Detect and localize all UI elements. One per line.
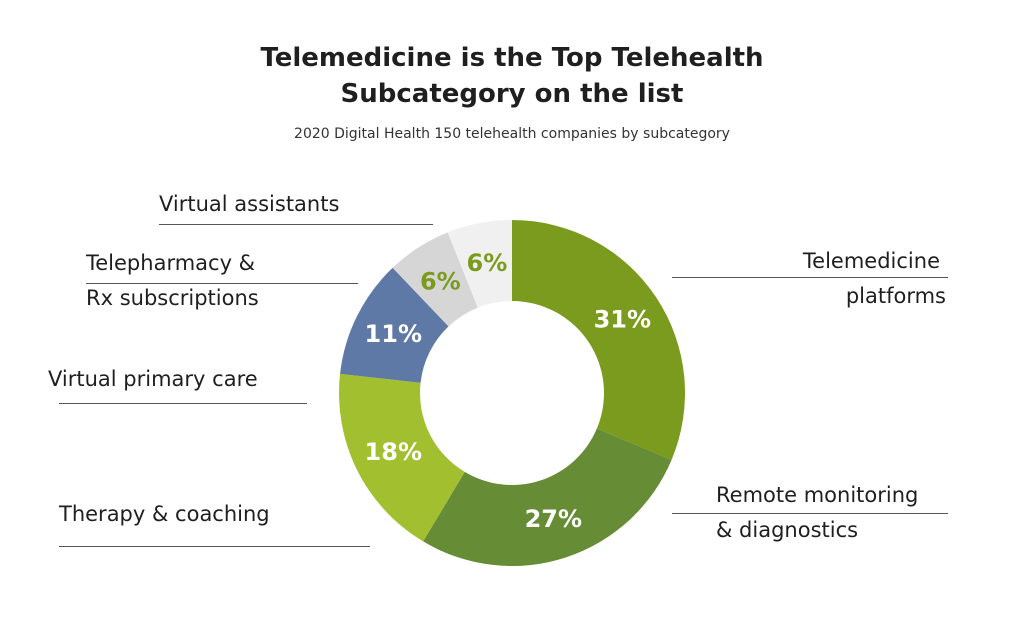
donut-value-labels: 31% 27% 18% 11% 6%6% — [365, 249, 651, 533]
label-therapy-coaching: Therapy & coaching — [59, 502, 270, 526]
leader-line-primary-care — [59, 403, 307, 404]
label-telepharmacy-line-2: Rx subscriptions — [86, 286, 259, 310]
label-telepharmacy-line-1: Telepharmacy & — [86, 251, 256, 275]
label-telemedicine-platforms: Telemedicine platforms — [690, 244, 946, 314]
label-telemedicine-line-2: platforms — [845, 284, 946, 308]
leader-line-telepharmacy — [86, 283, 358, 284]
label-virtual-assistants: Virtual assistants — [159, 192, 340, 216]
leader-line-remote-monitoring — [672, 513, 948, 514]
slice-value-label-2: 27% — [525, 505, 582, 533]
donut-slice-telemedicine-platforms — [512, 220, 685, 460]
chart-title-line-2: Subcategory on the list — [340, 79, 684, 109]
label-telemedicine-line-1: Telemedicine — [802, 249, 940, 273]
slice-value-label-1: 31% — [594, 306, 651, 334]
slice-value-label-6: 6% — [467, 249, 508, 277]
chart-subtitle: 2020 Digital Health 150 telehealth compa… — [294, 126, 730, 142]
donut-slice-telepharmacy-rx-subscriptions — [392, 232, 478, 327]
label-remote-monitoring: Remote monitoring & diagnostics — [716, 478, 918, 548]
slice-value-label-4: 11% — [365, 320, 422, 348]
chart-title: Telemedicine is the Top Telehealth Subca… — [212, 40, 812, 112]
leader-line-telemedicine — [672, 277, 948, 278]
label-remote-line-1: Remote monitoring — [716, 483, 919, 507]
slice-value-label-5: 6% — [420, 268, 461, 296]
donut-slices — [338, 220, 685, 567]
donut-slice-remote-monitoring-diagnostics — [423, 428, 672, 567]
leader-line-assistants — [159, 224, 433, 225]
donut-slice-virtual-primary-care — [340, 267, 449, 383]
donut-slice-virtual-assistants — [447, 220, 512, 308]
chart-title-line-1: Telemedicine is the Top Telehealth — [260, 43, 764, 73]
label-remote-line-2: & diagnostics — [716, 518, 859, 542]
label-virtual-primary-care: Virtual primary care — [48, 367, 258, 391]
slice-value-label-3: 18% — [365, 438, 422, 466]
leader-line-therapy — [59, 546, 370, 547]
donut-slice-therapy-coaching — [338, 373, 465, 542]
label-telepharmacy: Telepharmacy & Rx subscriptions — [86, 246, 259, 316]
